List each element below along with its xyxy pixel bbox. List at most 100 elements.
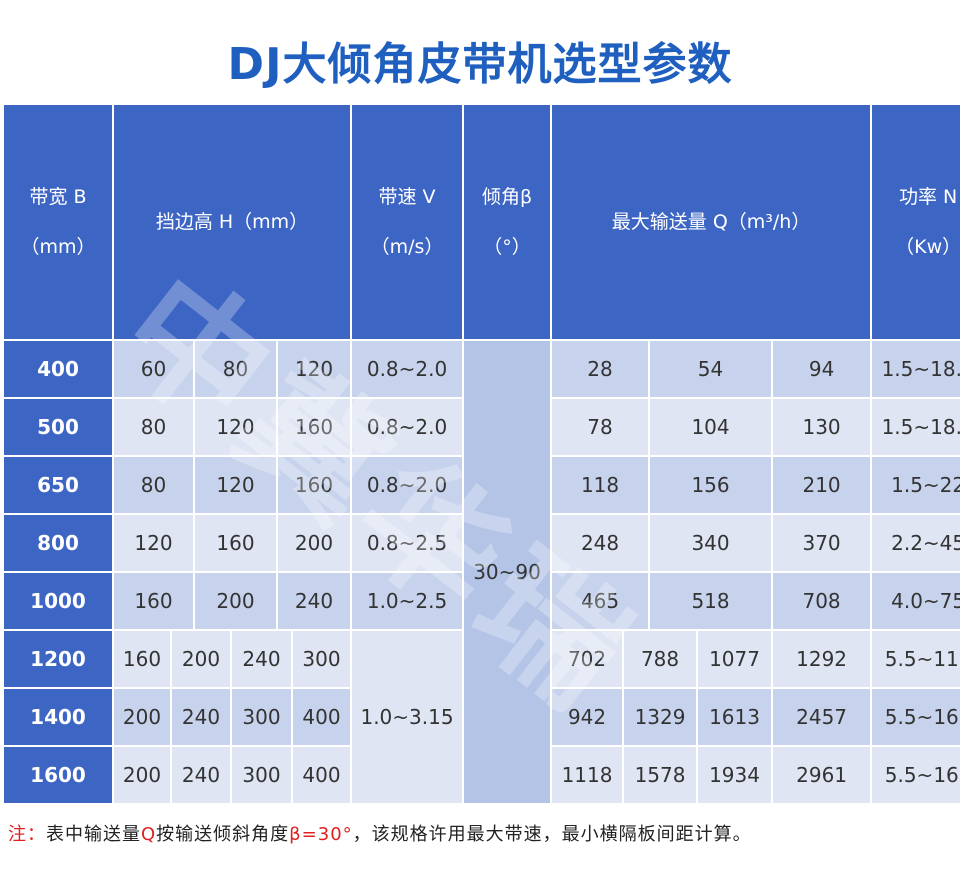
height-cell: 120 xyxy=(195,398,276,455)
height-cell: 120 xyxy=(114,514,193,571)
capacity-cell: 2457 xyxy=(773,688,871,745)
table-row: 800 120 160 200 0.8~2.5 248 340 370 2.2~… xyxy=(4,514,960,571)
height-cell: 80 xyxy=(114,398,193,455)
height-cell: 120 xyxy=(278,340,351,397)
height-cell: 240 xyxy=(172,688,230,745)
speed-cell: 0.8~2.0 xyxy=(352,398,463,455)
capacity-cell: 708 xyxy=(773,572,871,629)
row-width: 1600 xyxy=(4,746,112,803)
note-beta: β=30° xyxy=(289,824,353,845)
table-row: 650 80 120 160 0.8~2.0 118 156 210 1.5~2… xyxy=(4,456,960,513)
power-cell: 5.5~160 xyxy=(872,688,960,745)
header-height: 挡边高 H（mm） xyxy=(114,105,351,339)
capacity-cell: 942 xyxy=(552,688,623,745)
power-cell: 5.5~160 xyxy=(872,746,960,803)
speed-cell: 0.8~2.5 xyxy=(352,514,463,571)
note-text-1: 表中输送量 xyxy=(46,824,141,845)
speed-cell: 1.0~3.15 xyxy=(352,630,463,803)
note-prefix: 注： xyxy=(8,824,46,845)
capacity-cell: 28 xyxy=(552,340,649,397)
selection-table: 带宽 B （mm） 挡边高 H（mm） 带速 V （m/s） 倾角β （°） 最大输送… xyxy=(2,103,960,805)
power-cell: 5.5~110 xyxy=(872,630,960,687)
height-cell: 200 xyxy=(114,746,170,803)
header-power: 功率 N （Kw） xyxy=(872,105,960,339)
capacity-cell: 130 xyxy=(773,398,871,455)
height-cell: 400 xyxy=(293,688,351,745)
height-cell: 200 xyxy=(195,572,276,629)
footnote: 注：表中输送量Q按输送倾斜角度β=30°，该规格许用最大带速，最小横隔板间距计算… xyxy=(8,820,752,846)
capacity-cell: 1934 xyxy=(698,746,772,803)
capacity-cell: 210 xyxy=(773,456,871,513)
table-row: 1400 200 240 300 400 942 1329 1613 2457 … xyxy=(4,688,960,745)
capacity-cell: 156 xyxy=(650,456,772,513)
capacity-cell: 340 xyxy=(650,514,772,571)
capacity-cell: 1292 xyxy=(773,630,871,687)
height-cell: 160 xyxy=(278,398,351,455)
power-cell: 2.2~45 xyxy=(872,514,960,571)
header-width: 带宽 B （mm） xyxy=(4,105,112,339)
capacity-cell: 94 xyxy=(773,340,871,397)
height-cell: 200 xyxy=(114,688,170,745)
header-row: 带宽 B （mm） 挡边高 H（mm） 带速 V （m/s） 倾角β （°） 最大输送… xyxy=(4,105,960,339)
height-cell: 300 xyxy=(232,746,291,803)
table-row: 400 60 80 120 0.8~2.0 30~90 28 54 94 1.5… xyxy=(4,340,960,803)
power-cell: 4.0~75 xyxy=(872,572,960,629)
note-text-3: ，该规格许用最大带速，最小横隔板间距计算。 xyxy=(352,824,752,845)
angle-cell: 30~90 xyxy=(464,340,551,803)
capacity-cell: 1329 xyxy=(624,688,697,745)
power-cell: 1.5~22 xyxy=(872,456,960,513)
speed-cell: 1.0~2.5 xyxy=(352,572,463,629)
capacity-cell: 1077 xyxy=(698,630,772,687)
height-cell: 80 xyxy=(195,340,276,397)
table-row: 1600 200 240 300 400 1118 1578 1934 2961… xyxy=(4,746,960,803)
capacity-cell: 1613 xyxy=(698,688,772,745)
capacity-cell: 1118 xyxy=(552,746,623,803)
row-width: 1200 xyxy=(4,630,112,687)
capacity-cell: 118 xyxy=(552,456,649,513)
capacity-cell: 465 xyxy=(552,572,649,629)
power-cell: 1.5~18.5 xyxy=(872,398,960,455)
capacity-cell: 248 xyxy=(552,514,649,571)
height-cell: 200 xyxy=(172,630,230,687)
height-cell: 400 xyxy=(293,746,351,803)
header-speed: 带速 V （m/s） xyxy=(352,105,463,339)
height-cell: 240 xyxy=(278,572,351,629)
row-width: 1400 xyxy=(4,688,112,745)
note-q: Q xyxy=(141,824,157,845)
height-cell: 200 xyxy=(278,514,351,571)
capacity-cell: 2961 xyxy=(773,746,871,803)
note-text-2: 按输送倾斜角度 xyxy=(156,824,290,845)
capacity-cell: 788 xyxy=(624,630,697,687)
table-row: 1000 160 200 240 1.0~2.5 465 518 708 4.0… xyxy=(4,572,960,629)
speed-cell: 0.8~2.0 xyxy=(352,340,463,397)
capacity-cell: 702 xyxy=(552,630,623,687)
row-width: 1000 xyxy=(4,572,112,629)
height-cell: 240 xyxy=(232,630,291,687)
row-width: 400 xyxy=(4,340,112,397)
height-cell: 120 xyxy=(195,456,276,513)
capacity-cell: 104 xyxy=(650,398,772,455)
capacity-cell: 78 xyxy=(552,398,649,455)
row-width: 800 xyxy=(4,514,112,571)
header-angle: 倾角β （°） xyxy=(464,105,551,339)
capacity-cell: 1578 xyxy=(624,746,697,803)
row-width: 500 xyxy=(4,398,112,455)
height-cell: 160 xyxy=(195,514,276,571)
height-cell: 300 xyxy=(232,688,291,745)
header-capacity: 最大输送量 Q（m³/h） xyxy=(552,105,871,339)
height-cell: 160 xyxy=(278,456,351,513)
height-cell: 240 xyxy=(172,746,230,803)
capacity-cell: 54 xyxy=(650,340,772,397)
speed-cell: 0.8~2.0 xyxy=(352,456,463,513)
page-title: DJ大倾角皮带机选型参数 xyxy=(227,39,733,90)
capacity-cell: 518 xyxy=(650,572,772,629)
power-cell: 1.5~18.5 xyxy=(872,340,960,397)
capacity-cell: 370 xyxy=(773,514,871,571)
height-cell: 160 xyxy=(114,630,170,687)
table-row: 1200 160 200 240 300 1.0~3.15 702 788 10… xyxy=(4,630,960,803)
height-cell: 300 xyxy=(293,630,351,687)
row-width: 650 xyxy=(4,456,112,513)
height-cell: 160 xyxy=(114,572,193,629)
height-cell: 80 xyxy=(114,456,193,513)
table-row: 500 80 120 160 0.8~2.0 78 104 130 1.5~18… xyxy=(4,398,960,455)
